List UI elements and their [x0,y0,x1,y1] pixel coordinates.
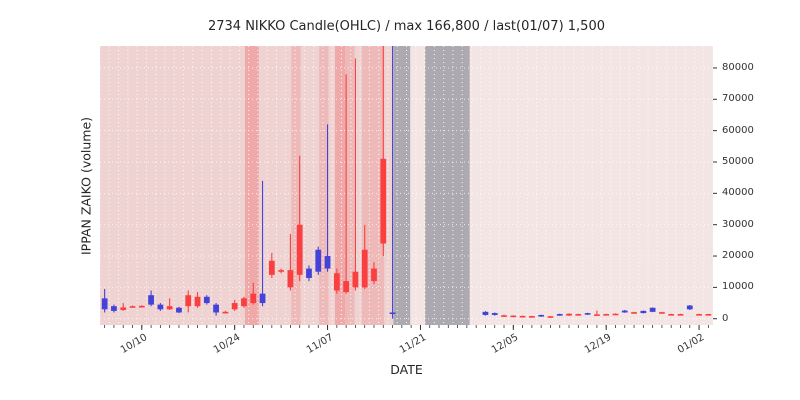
y-tick-label: 20000 [722,250,754,262]
candle-body [343,281,350,293]
candle-body [668,314,675,316]
x-tick-label: 10/24 [211,332,243,356]
plot-area [100,46,713,325]
candle-body [287,270,294,288]
candle-body [268,260,275,275]
candle-body [538,314,545,317]
chart-title: 2734 NIKKO Candle(OHLC) / max 166,800 / … [207,19,605,34]
candle-body [129,306,136,308]
y-tick-label: 50000 [722,155,754,167]
candle-body [621,310,628,313]
shaded-band [291,46,301,325]
y-tick-label: 10000 [722,281,754,293]
candle-body [677,314,684,316]
shaded-band [425,46,470,325]
candle-body [566,313,572,316]
y-tick-label: 60000 [722,124,754,136]
shaded-band [334,46,346,325]
candle-body [306,268,312,278]
candle-body [203,296,210,304]
y-tick-label: 40000 [722,187,754,199]
candle-body [315,249,322,272]
candle-body [259,293,266,304]
candle-body [111,306,117,311]
shaded-band [393,46,411,325]
candle-body [649,307,656,312]
candle-body [296,224,303,275]
shaded-band [244,46,259,325]
candle-body [333,273,340,291]
candle-body [501,315,507,317]
candle-body [166,306,173,310]
candle-body [361,249,368,288]
shaded-band [319,46,329,325]
candle-body [510,315,517,318]
candle-body [640,310,647,314]
x-tick-label: 11/07 [304,332,336,356]
candle-body [575,314,582,316]
candle-body [231,303,238,310]
candle-body [519,315,526,318]
x-axis-label: DATE [390,362,423,377]
x-tick-label: 11/21 [397,332,428,356]
candle-body [631,312,637,314]
x-tick-label: 12/05 [490,332,521,356]
x-tick-label: 10/10 [118,332,150,356]
candle-body [556,314,563,316]
candle-body [213,304,219,313]
candle-body [529,316,535,318]
x-tick-label: 12/19 [583,332,614,356]
candle-body [547,316,554,318]
candle-body [157,304,164,310]
candle-body [696,314,702,316]
candle-body [482,311,489,315]
candle-body [138,305,145,308]
candle-body [101,298,108,310]
candle-body [594,314,600,316]
candle-body [250,293,257,304]
candle-body [371,268,377,282]
candle-body [612,313,619,316]
candle-body [176,307,182,313]
candle-body [491,313,498,315]
candle-body [324,256,331,269]
candle-body [686,305,693,310]
candle-body [584,313,591,315]
y-tick-label: 80000 [722,61,754,73]
candles-canvas [100,46,713,325]
y-tick-label: 30000 [722,218,754,230]
y-tick-label: 0 [722,312,729,324]
candle-body [603,314,610,316]
candle-body [241,298,247,307]
candle-body [659,312,665,314]
candle-body [222,311,229,314]
y-axis-label: IPPAN ZAIKO (volume) [78,116,94,256]
candle-body [185,295,192,307]
candle-body [389,312,396,315]
candle-body [705,314,712,316]
candle-body [120,307,127,310]
y-tick-label: 70000 [722,93,754,105]
candle-body [278,270,284,272]
candle-body [380,158,387,244]
shaded-band [345,46,355,325]
x-tick-label: 01/02 [676,332,707,356]
candle-body [352,271,359,288]
candle-body [194,296,201,307]
candle-body [148,295,154,305]
